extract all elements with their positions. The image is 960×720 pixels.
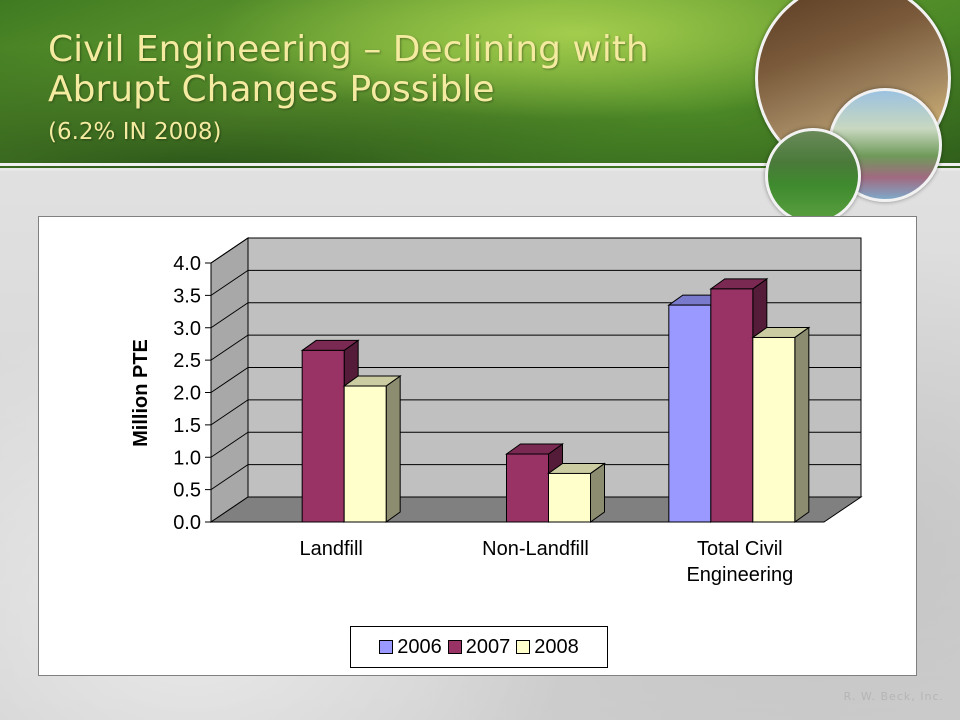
- bar-2007-1: [506, 453, 549, 523]
- legend-item-2008: 2008: [516, 636, 579, 659]
- bar-2007-0: [301, 349, 345, 523]
- bar-2008-0: [343, 385, 387, 523]
- x-category-label: Non-Landfill: [482, 538, 589, 560]
- gridline-side: [210, 431, 249, 458]
- legend-swatch: [516, 640, 531, 654]
- footer-credit: R. W. Beck, Inc.: [843, 690, 944, 703]
- y-tick-label: 4.0: [173, 253, 201, 275]
- bar-chart-3d: 0.0 0.5 1.0 1.5 2.0 2.5 3.0 3.5 4.0 Landfill Non-L…: [130, 237, 863, 586]
- chart-legend: 2006 2007 2008: [350, 626, 608, 668]
- y-tick-label: 2.0: [173, 383, 201, 405]
- slide-title: Civil Engineering – Declining with Abrup…: [48, 29, 649, 110]
- gridline-side: [210, 367, 249, 393]
- legend-swatch: [447, 640, 462, 654]
- bar-2008-1: [548, 472, 591, 523]
- legend-swatch: [379, 640, 394, 654]
- x-category-label: Total Civil: [697, 538, 783, 560]
- y-tick-label: 1.0: [173, 447, 201, 469]
- legend-item-2006: 2006: [379, 636, 442, 659]
- y-tick-label: 0.5: [173, 480, 201, 502]
- legend-label: 2007: [465, 635, 511, 658]
- y-axis-label: Million PTE: [130, 339, 152, 447]
- y-tick-label: 2.5: [173, 350, 201, 372]
- header-photo-turf: [765, 128, 861, 224]
- chart-area: 0.0 0.5 1.0 1.5 2.0 2.5 3.0 3.5 4.0 Landfill Non-L…: [38, 216, 917, 676]
- bar-2006-2: [668, 304, 712, 523]
- gridline-side: [210, 302, 249, 329]
- header-divider: [0, 163, 960, 166]
- bar-2008-2: [752, 336, 796, 523]
- y-tick-label: 3.0: [173, 318, 201, 340]
- gridline-side: [210, 399, 249, 426]
- bar-side: [385, 375, 401, 523]
- gridline-side: [210, 269, 249, 296]
- gridline-side: [210, 237, 249, 264]
- legend-label: 2006: [397, 635, 442, 658]
- legend-item-2007: 2007: [447, 635, 511, 659]
- slide-subtitle: (6.2% IN 2008): [48, 119, 222, 145]
- legend-label: 2008: [534, 635, 579, 658]
- y-tick-label: 0.0: [173, 512, 201, 534]
- gridline-side: [210, 334, 249, 361]
- y-tick-label: 3.5: [173, 285, 201, 307]
- bar-side: [794, 326, 810, 523]
- y-tick-label: 1.5: [173, 415, 201, 437]
- x-category-label: Engineering: [686, 564, 793, 586]
- bar-2007-2: [710, 288, 754, 523]
- gridline-side: [210, 464, 249, 491]
- x-category-label: Landfill: [299, 538, 362, 560]
